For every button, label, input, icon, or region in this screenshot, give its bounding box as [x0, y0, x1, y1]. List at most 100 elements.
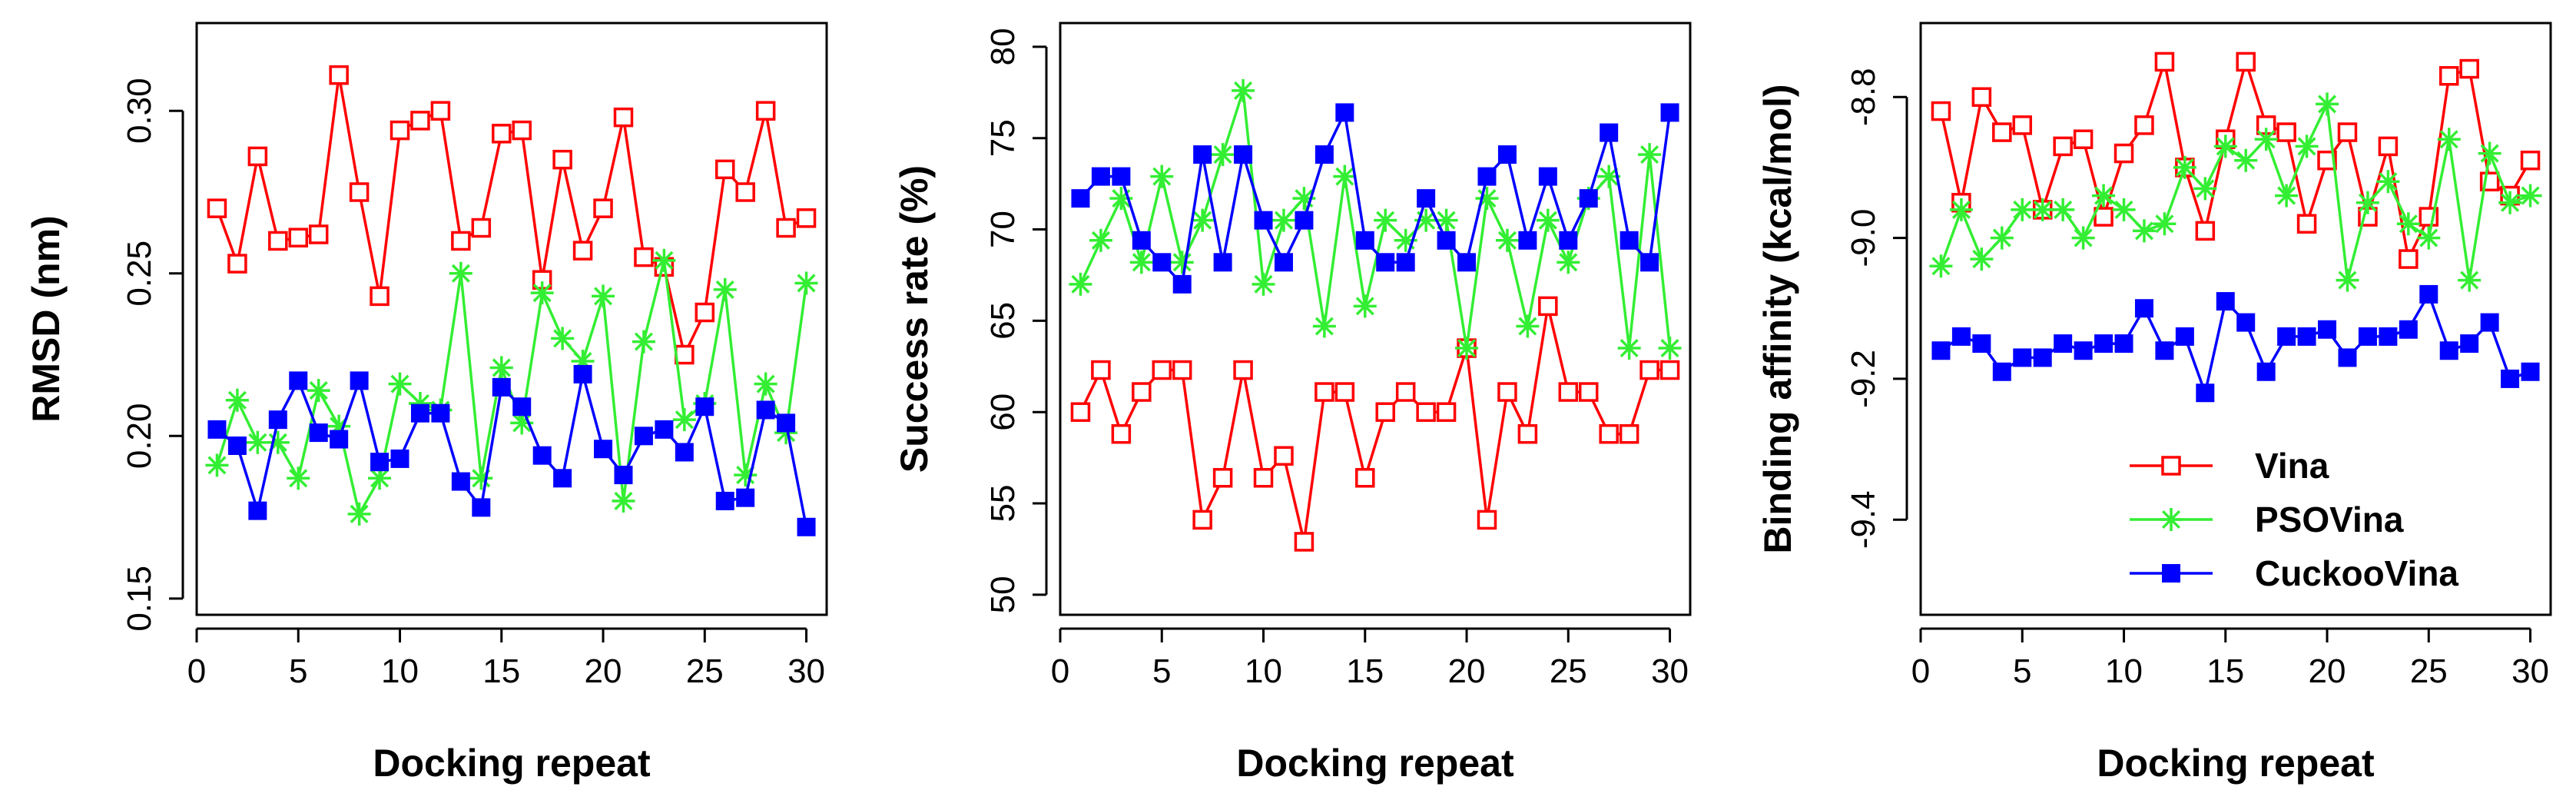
- point-psovina-9: [1232, 78, 1255, 102]
- point-cuckoovina-11: [1274, 253, 1293, 272]
- point-vina-6: [1172, 360, 1192, 380]
- point-vina-8: [2073, 129, 2094, 149]
- point-cuckoovina-22: [1497, 145, 1517, 164]
- point-cuckoovina-14: [1335, 103, 1354, 122]
- point-psovina-18: [2275, 184, 2299, 207]
- point-vina-18: [1416, 402, 1436, 422]
- point-cuckoovina-27: [2460, 334, 2479, 354]
- point-psovina-1: [1929, 254, 1953, 278]
- point-psovina-20-stroke-3: [2317, 95, 2337, 114]
- point-psovina-18: [551, 327, 575, 350]
- series-psovina: [1929, 92, 2542, 292]
- legend-marker-cuckoovina: [2162, 564, 2180, 583]
- point-cuckoovina-27: [736, 488, 755, 507]
- point-cuckoovina-15: [492, 377, 511, 397]
- point-psovina-3-stroke-3: [1972, 250, 1991, 269]
- x-tick-label-10: 10: [2105, 652, 2143, 690]
- point-cuckoovina-30: [1660, 103, 1679, 122]
- point-cuckoovina-3: [1112, 167, 1131, 186]
- point-psovina-1: [1069, 272, 1092, 296]
- y-tick-label-0: 0.15: [121, 566, 158, 632]
- point-psovina-19: [2295, 134, 2319, 158]
- point-psovina-25-stroke-3: [2419, 228, 2438, 247]
- point-vina-19: [572, 241, 593, 261]
- point-vina-24: [2399, 249, 2419, 269]
- point-cuckoovina-26: [715, 491, 734, 510]
- y-tick-label-2: 0.25: [121, 241, 158, 307]
- point-cuckoovina-15: [2216, 292, 2235, 311]
- point-psovina-5: [1150, 164, 1174, 188]
- point-cuckoovina-1: [1071, 189, 1090, 208]
- point-cuckoovina-29: [777, 413, 796, 433]
- point-cuckoovina-21: [1477, 167, 1497, 186]
- point-cuckoovina-4: [1992, 362, 2011, 381]
- point-vina-27: [1599, 423, 1619, 444]
- point-vina-12: [2154, 51, 2175, 72]
- point-vina-18: [552, 149, 572, 170]
- point-cuckoovina-18: [1417, 189, 1436, 208]
- point-psovina-4: [1129, 251, 1153, 274]
- point-cuckoovina-20: [1457, 253, 1477, 272]
- x-tick-label-30: 30: [787, 652, 825, 690]
- point-vina-25: [1558, 382, 1579, 402]
- point-cuckoovina-9: [1234, 145, 1253, 164]
- point-psovina-12-stroke-3: [1295, 189, 1314, 208]
- point-psovina-29: [1638, 143, 1662, 167]
- point-cuckoovina-21: [2338, 348, 2357, 367]
- x-tick-label-0: 0: [1051, 652, 1069, 690]
- point-psovina-9-stroke-3: [2094, 186, 2114, 205]
- point-vina-3: [1971, 87, 1992, 107]
- point-psovina-7: [2051, 198, 2075, 221]
- point-cuckoovina-25: [695, 397, 714, 417]
- x-tick-label-5: 5: [289, 652, 307, 690]
- point-vina-28: [755, 101, 776, 121]
- point-psovina-28-stroke-3: [1620, 338, 1639, 358]
- point-vina-9: [1233, 360, 1253, 380]
- point-cuckoovina-26: [2439, 341, 2458, 360]
- point-vina-12: [430, 101, 451, 121]
- x-tick-label-25: 25: [686, 652, 724, 690]
- point-cuckoovina-5: [289, 371, 308, 390]
- point-psovina-15-stroke-3: [1355, 297, 1374, 316]
- point-cuckoovina-24: [2399, 320, 2418, 339]
- point-psovina-8: [347, 502, 371, 526]
- point-vina-8: [1212, 468, 1233, 488]
- point-vina-4: [268, 231, 288, 251]
- point-psovina-23: [652, 248, 676, 272]
- point-vina-12: [1294, 532, 1315, 552]
- point-psovina-24: [2396, 212, 2420, 236]
- point-psovina-5: [287, 466, 310, 490]
- point-psovina-6: [1170, 251, 1194, 274]
- legend-marker-vina: [2161, 456, 2181, 476]
- point-psovina-8: [1211, 143, 1235, 167]
- point-vina-30: [2520, 151, 2541, 171]
- x-axis-title: Docking repeat: [1236, 742, 1514, 785]
- point-psovina-20-stroke-3: [1457, 338, 1477, 358]
- point-cuckoovina-20: [594, 440, 613, 459]
- x-tick-label-30: 30: [2511, 652, 2549, 690]
- y-tick-label-5: 75: [984, 119, 1022, 157]
- point-psovina-1-stroke-3: [207, 456, 227, 475]
- point-cuckoovina-16: [2236, 313, 2256, 332]
- point-psovina-20: [2316, 92, 2339, 116]
- point-psovina-2: [1949, 198, 1973, 221]
- plot-frame: [1059, 22, 1692, 616]
- point-cuckoovina-23: [1518, 231, 1537, 250]
- point-cuckoovina-30: [2521, 362, 2540, 381]
- point-psovina-5-stroke-3: [1152, 167, 1172, 186]
- point-vina-14: [1334, 382, 1355, 402]
- x-tick-label-15: 15: [2206, 652, 2244, 690]
- point-psovina-29-stroke-3: [1640, 145, 1659, 164]
- point-vina-2: [1091, 360, 1111, 380]
- point-vina-28: [1619, 423, 1639, 444]
- point-cuckoovina-17: [532, 446, 552, 465]
- point-psovina-6-stroke-3: [309, 381, 328, 400]
- point-vina-26: [1578, 382, 1599, 402]
- point-psovina-6-stroke-3: [2033, 200, 2052, 219]
- series-line-vina: [1079, 304, 1670, 543]
- point-cuckoovina-18: [2277, 327, 2296, 346]
- point-psovina-13: [449, 261, 472, 285]
- x-tick-label-0: 0: [187, 652, 206, 690]
- point-psovina-7-stroke-3: [2054, 200, 2073, 219]
- point-vina-19: [2296, 214, 2317, 234]
